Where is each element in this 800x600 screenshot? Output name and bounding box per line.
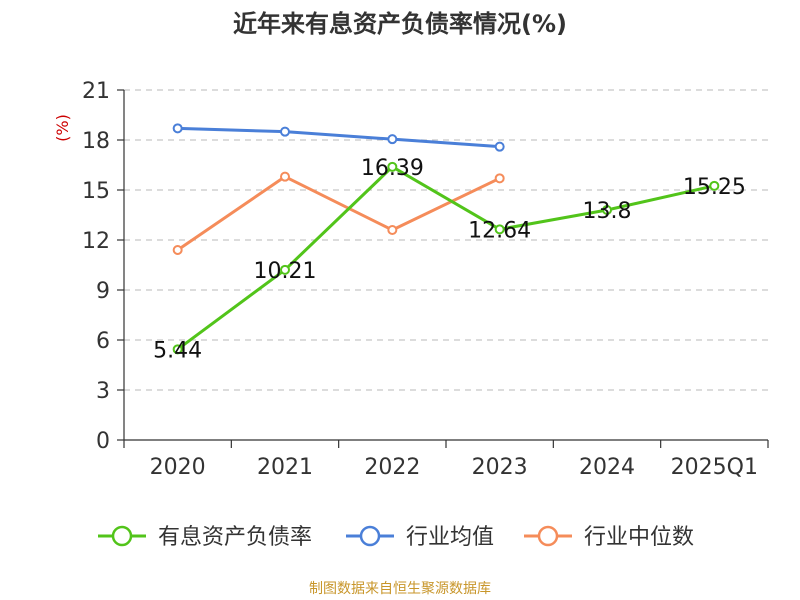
axes: 0 3 6 9 12 15 18 21 2020 2021 2022 2023 2024 2025Q1 xyxy=(82,79,769,480)
legend-label: 行业均值 xyxy=(406,525,494,550)
legend-item-2[interactable]: 行业均值 xyxy=(346,525,494,550)
legend-label: 行业中位数 xyxy=(584,525,694,550)
data-label: 16.39 xyxy=(361,156,424,181)
series-layer xyxy=(172,123,720,355)
y-tick-label: 21 xyxy=(82,79,110,104)
x-tick-label: 2024 xyxy=(579,455,635,480)
y-tick-label: 9 xyxy=(96,279,110,304)
series-line-1 xyxy=(176,165,716,351)
data-point[interactable] xyxy=(172,123,183,134)
data-point[interactable] xyxy=(387,134,398,145)
data-label: 15.25 xyxy=(683,175,746,200)
y-tick-label: 15 xyxy=(82,179,110,204)
y-tick-label: 6 xyxy=(96,329,110,354)
y-tick-label: 0 xyxy=(96,429,110,454)
data-point[interactable] xyxy=(172,245,183,255)
source-footer: 制图数据来自恒生聚源数据库 xyxy=(309,581,491,597)
data-point[interactable] xyxy=(494,224,505,235)
chart-title: 近年来有息资产负债率情况(%) xyxy=(233,10,567,38)
legend-label: 有息资产负债率 xyxy=(158,525,312,550)
legend-marker xyxy=(111,525,133,547)
data-label: 12.64 xyxy=(468,218,531,243)
series-line-2 xyxy=(176,126,502,149)
x-tick-label: 2023 xyxy=(472,455,528,480)
y-tick-label: 18 xyxy=(82,129,110,154)
data-label: 5.44 xyxy=(153,338,202,363)
legend[interactable]: 有息资产负债率 行业均值 行业中位数 xyxy=(98,525,694,550)
data-point[interactable] xyxy=(709,180,720,191)
grid-lines xyxy=(124,89,768,391)
data-point[interactable] xyxy=(280,126,290,137)
data-point[interactable] xyxy=(172,344,183,355)
y-tick-label: 12 xyxy=(82,229,110,254)
data-point[interactable] xyxy=(387,225,398,235)
x-tick-label: 2021 xyxy=(257,455,313,480)
data-labels: 5.44 10.21 16.39 12.64 13.8 15.25 xyxy=(153,156,746,364)
data-point[interactable] xyxy=(494,141,505,152)
data-point[interactable] xyxy=(280,264,290,275)
data-label: 10.21 xyxy=(254,259,317,284)
legend-marker xyxy=(359,525,381,547)
legend-marker xyxy=(537,525,559,547)
x-tick-label: 2020 xyxy=(150,455,206,480)
x-tick-label: 2025Q1 xyxy=(671,455,758,480)
series-line-3 xyxy=(176,175,502,252)
data-point[interactable] xyxy=(387,161,398,172)
data-label: 13.8 xyxy=(583,199,632,224)
legend-item-1[interactable]: 有息资产负债率 xyxy=(98,525,312,550)
data-point[interactable] xyxy=(280,171,290,182)
y-tick-label: 3 xyxy=(96,379,110,404)
legend-item-3[interactable]: 行业中位数 xyxy=(524,525,694,550)
data-point[interactable] xyxy=(494,173,505,184)
data-point[interactable] xyxy=(602,205,612,215)
y-axis-label: (%) xyxy=(53,114,72,142)
x-tick-label: 2022 xyxy=(364,455,420,480)
